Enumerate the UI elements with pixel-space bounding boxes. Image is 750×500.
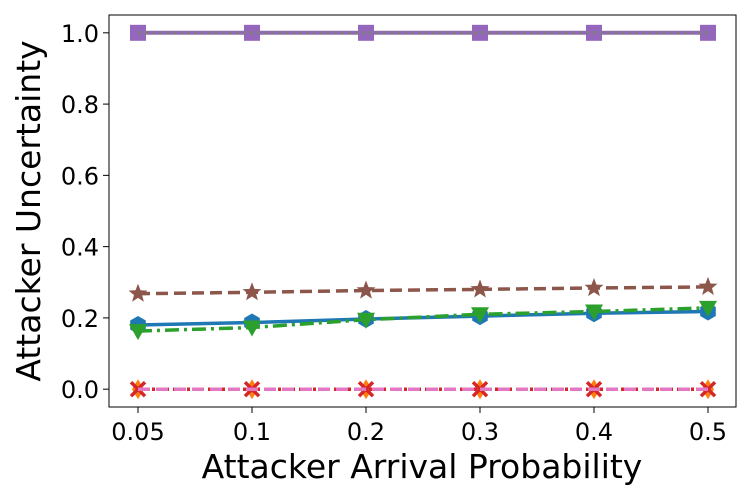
plot-area: [108, 14, 737, 408]
x-tick-label: 0.2: [347, 418, 385, 446]
series-layer: [128, 24, 718, 400]
x-axis-ticks: 0.05 0.1 0.2 0.3 0.4 0.5: [111, 407, 727, 446]
data-point: [471, 307, 489, 324]
data-point: [356, 280, 376, 299]
data-point: [698, 276, 718, 295]
data-point: [358, 24, 374, 41]
data-point: [129, 324, 147, 341]
data-point: [472, 24, 488, 41]
x-tick-label: 0.5: [689, 418, 727, 446]
data-point: [470, 279, 490, 298]
x-tick-label: 0.05: [111, 418, 164, 446]
x-tick-label: 0.1: [233, 418, 271, 446]
data-point: [357, 312, 375, 329]
data-point: [699, 300, 717, 317]
y-tick-label: 0.4: [61, 234, 99, 262]
data-point: [128, 283, 148, 302]
x-tick-label: 0.3: [461, 418, 499, 446]
y-tick-label: 1.0: [61, 20, 99, 48]
x-axis-label: Attacker Arrival Probability: [202, 447, 643, 486]
y-tick-label: 0.0: [61, 376, 99, 404]
data-point: [242, 282, 262, 301]
y-tick-label: 0.8: [61, 91, 99, 119]
y-axis-label: Attacker Uncertainty: [9, 40, 48, 381]
x-tick-label: 0.4: [575, 418, 613, 446]
data-point: [243, 320, 261, 337]
y-tick-label: 0.6: [61, 162, 99, 190]
series-line: [137, 309, 709, 327]
series-line: [137, 285, 709, 296]
data-point: [585, 304, 603, 321]
data-point: [584, 278, 604, 297]
y-axis-ticks: 0.0 0.2 0.4 0.6 0.8 1.0: [61, 20, 109, 404]
y-tick-label: 0.2: [61, 305, 99, 333]
